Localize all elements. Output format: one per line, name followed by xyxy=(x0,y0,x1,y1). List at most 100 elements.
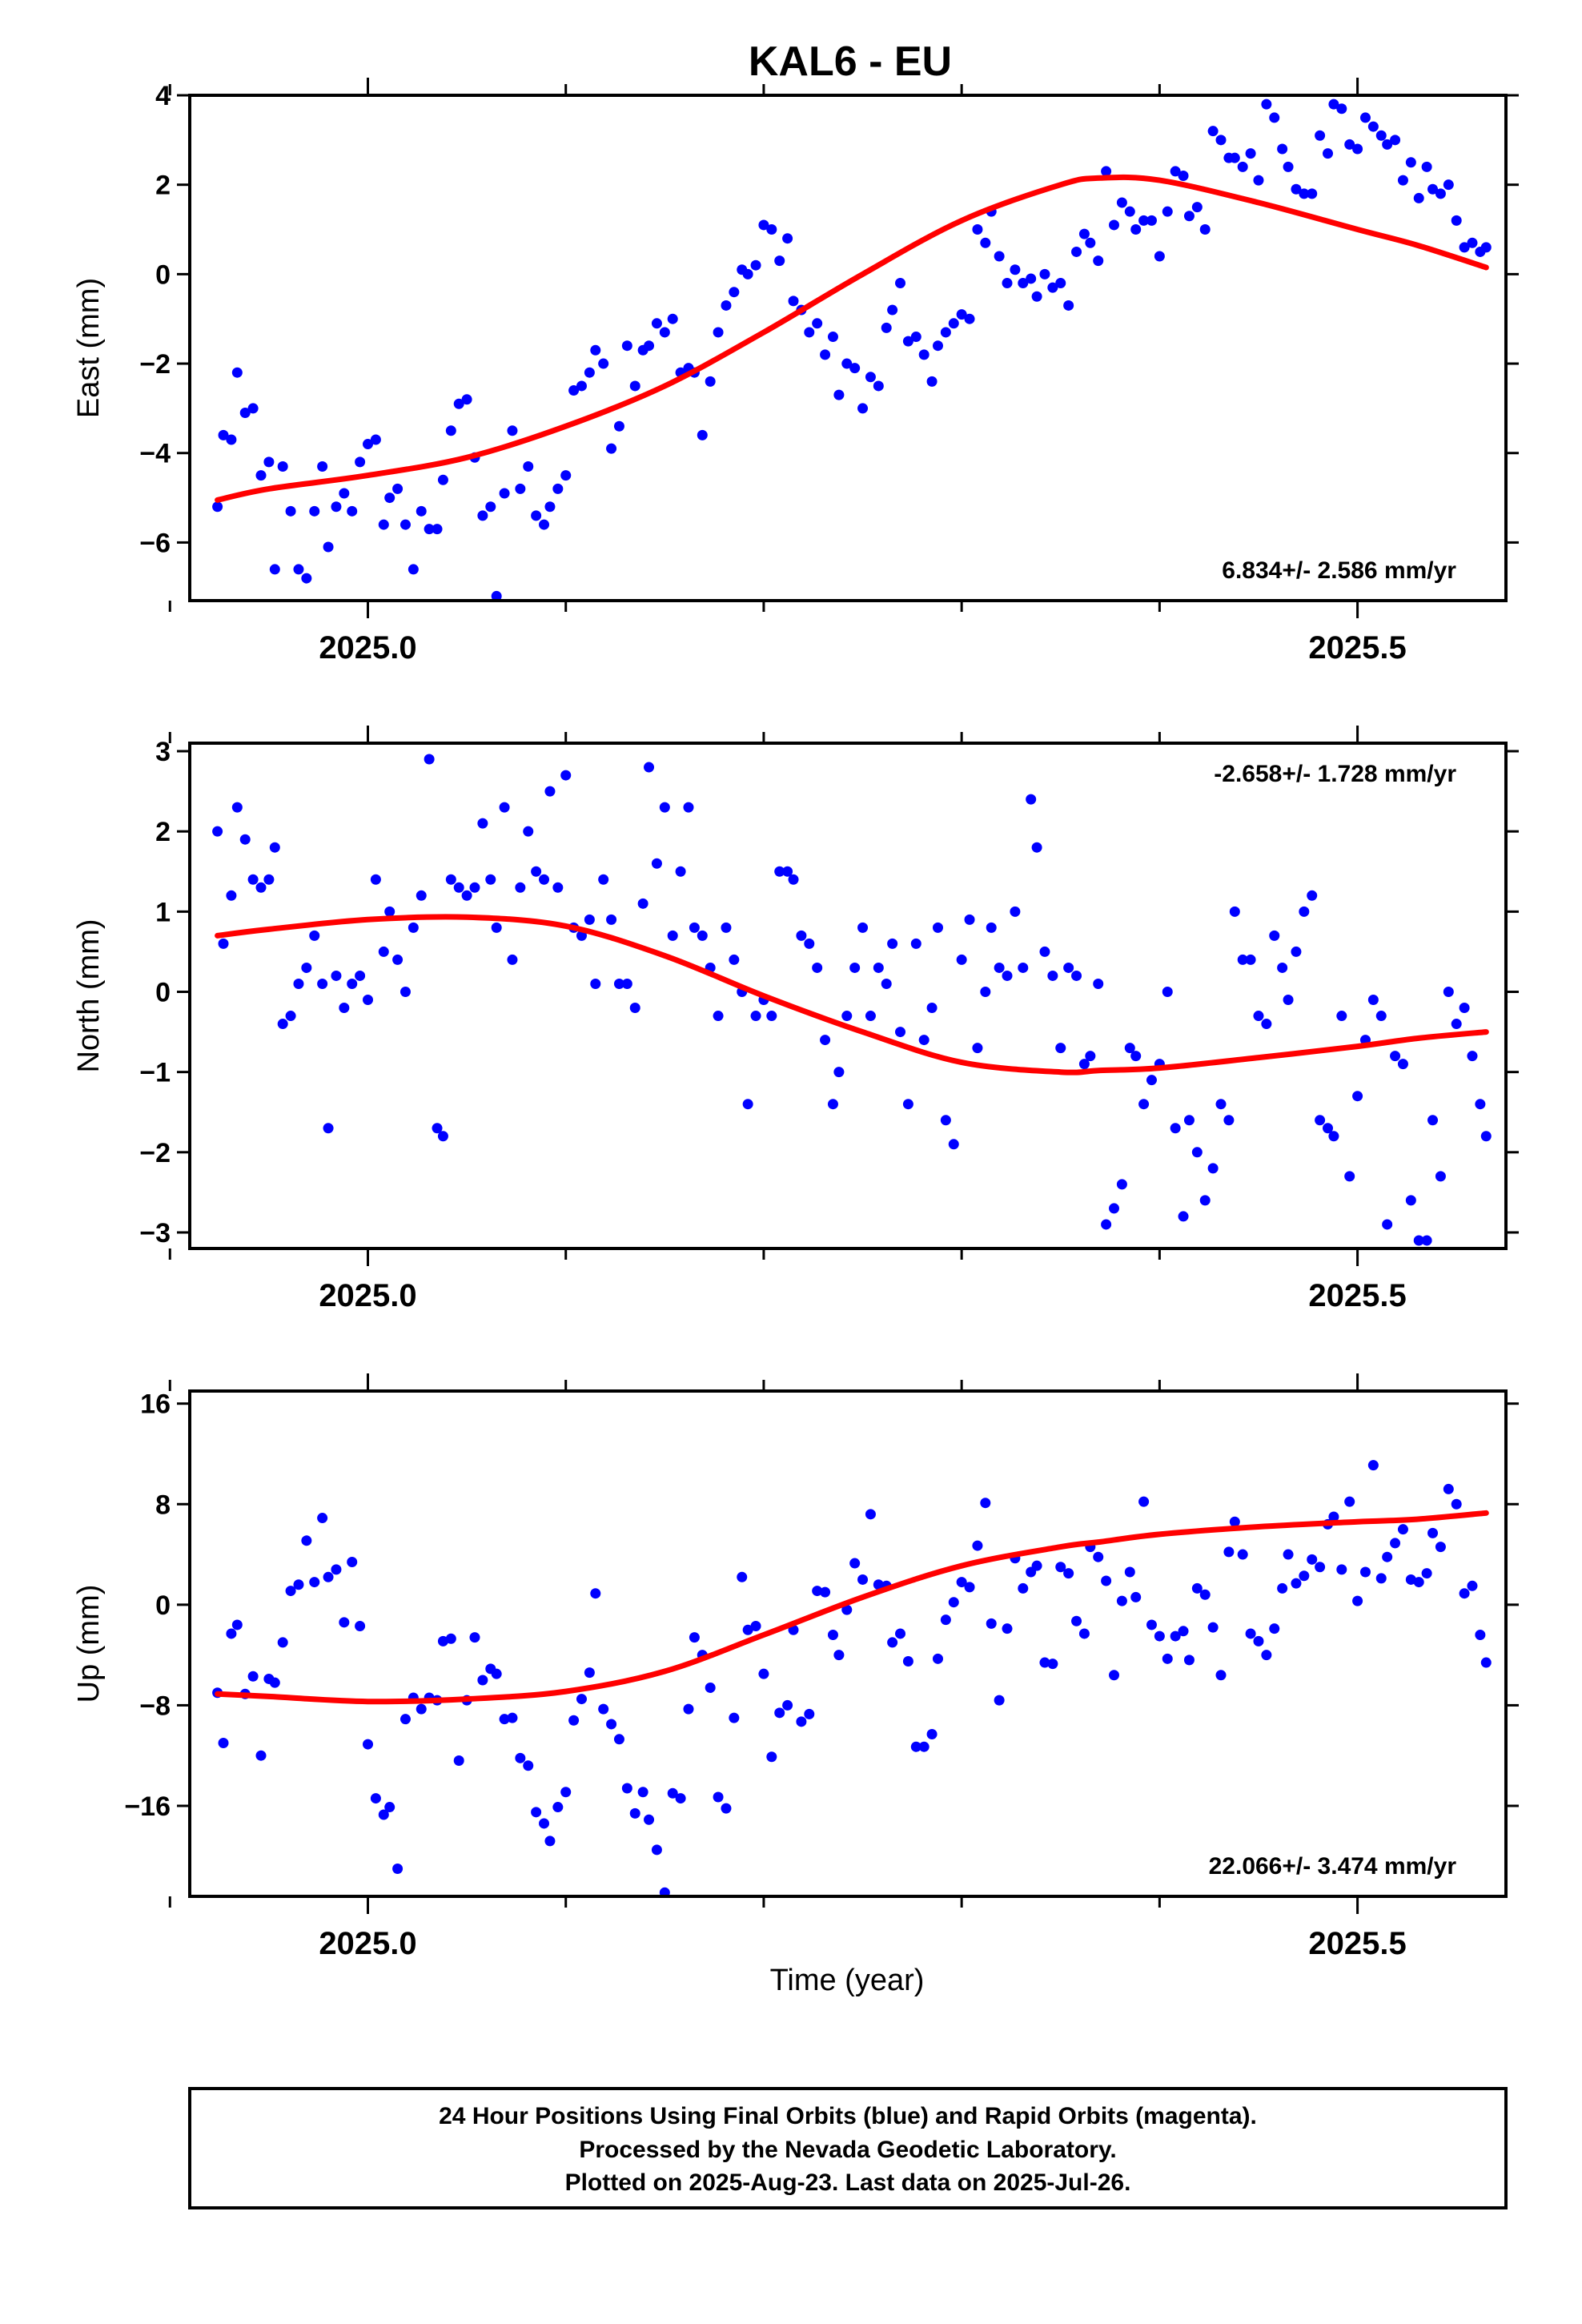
north-data-point xyxy=(1002,970,1013,981)
north-data-point xyxy=(1170,1123,1181,1134)
north-data-point xyxy=(667,930,678,941)
up-data-point xyxy=(1382,1551,1393,1562)
east-data-point xyxy=(1344,139,1355,150)
up-data-point xyxy=(1039,1657,1050,1668)
up-data-point xyxy=(1154,1630,1165,1642)
north-data-point xyxy=(269,842,280,853)
east-data-point xyxy=(833,389,845,400)
north-data-point xyxy=(1336,1011,1347,1022)
east-data-point xyxy=(940,327,951,338)
up-data-point xyxy=(347,1556,358,1567)
up-data-point xyxy=(1047,1659,1058,1670)
up-data-point xyxy=(370,1793,381,1804)
north-data-point xyxy=(873,962,884,973)
up-data-point xyxy=(378,1809,389,1820)
east-data-point xyxy=(705,376,716,387)
east-data-point xyxy=(1085,237,1096,248)
north-data-point xyxy=(902,1099,913,1110)
up-data-point xyxy=(531,1807,542,1818)
east-data-point xyxy=(507,425,518,436)
east-data-point xyxy=(651,318,662,329)
east-data-point xyxy=(1245,148,1256,159)
up-data-point xyxy=(1162,1653,1173,1664)
north-data-point xyxy=(1215,1099,1227,1110)
north-data-point xyxy=(1328,1131,1339,1142)
up-data-point xyxy=(1367,1460,1379,1471)
north-data-point xyxy=(849,962,861,973)
up-data-point xyxy=(285,1586,296,1597)
east-data-point xyxy=(849,363,861,374)
east-data-point xyxy=(400,519,411,530)
up-data-point xyxy=(590,1588,601,1599)
north-data-point xyxy=(683,802,694,813)
east-data-point xyxy=(598,358,609,369)
up-data-point xyxy=(544,1835,556,1847)
east-data-point xyxy=(226,434,237,445)
up-data-point xyxy=(742,1624,753,1635)
up-data-point xyxy=(1427,1527,1439,1538)
up-data-point xyxy=(1063,1568,1074,1579)
east-data-point xyxy=(485,501,496,513)
east-data-point xyxy=(1055,278,1066,289)
up-data-point xyxy=(1124,1566,1135,1578)
up-data-point xyxy=(895,1628,906,1639)
up-data-point xyxy=(1245,1628,1256,1639)
east-data-point xyxy=(584,367,595,378)
east-fit-line xyxy=(215,174,1489,503)
up-fit-line xyxy=(215,1510,1489,1705)
up-data-point xyxy=(1480,1657,1492,1668)
east-data-point xyxy=(1047,282,1058,293)
up-data-point xyxy=(659,1887,670,1896)
up-data-point xyxy=(1336,1564,1347,1575)
north-data-point xyxy=(331,970,342,981)
up-data-point xyxy=(317,1513,328,1524)
east-data-point xyxy=(1191,202,1203,213)
east-data-point xyxy=(729,287,740,298)
north-data-point xyxy=(1467,1051,1478,1062)
north-data-point xyxy=(347,978,358,989)
north-data-point xyxy=(1162,986,1173,997)
north-data-point xyxy=(881,978,892,989)
up-data-point xyxy=(713,1791,724,1803)
up-data-point xyxy=(1055,1562,1066,1573)
up-y-axis-label: Up (mm) xyxy=(72,1585,106,1703)
east-data-point xyxy=(1443,179,1454,191)
east-data-point xyxy=(758,219,769,231)
east-data-point xyxy=(1277,143,1288,155)
up-data-point xyxy=(1078,1628,1090,1639)
north-data-point xyxy=(1018,962,1029,973)
north-data-point xyxy=(1421,1235,1432,1246)
north-data-point xyxy=(485,874,496,885)
north-data-point xyxy=(424,754,435,765)
east-data-point xyxy=(1101,166,1112,177)
east-data-point xyxy=(782,233,793,244)
north-data-point xyxy=(1315,1115,1326,1126)
east-data-point xyxy=(552,483,564,494)
north-data-point xyxy=(362,995,373,1006)
up-data-point xyxy=(1291,1578,1302,1589)
east-data-point xyxy=(370,434,381,445)
up-data-point xyxy=(1359,1566,1371,1578)
north-data-point xyxy=(812,962,823,973)
up-data-point xyxy=(667,1787,678,1799)
up-data-point xyxy=(1435,1542,1446,1553)
north-data-point xyxy=(539,874,550,885)
east-data-point xyxy=(1328,99,1339,110)
east-ytick-label: −2 xyxy=(139,349,171,380)
up-data-point xyxy=(812,1586,823,1597)
north-data-point xyxy=(1039,946,1050,957)
up-data-point xyxy=(226,1628,237,1639)
east-data-point xyxy=(231,367,243,378)
north-data-point xyxy=(1459,1003,1470,1014)
up-data-point xyxy=(507,1712,518,1723)
north-data-point xyxy=(926,1003,938,1014)
up-data-point xyxy=(1253,1635,1264,1647)
east-data-point xyxy=(1307,188,1318,199)
up-data-point xyxy=(873,1579,884,1590)
up-data-point xyxy=(1328,1511,1339,1522)
east-data-point xyxy=(1261,99,1272,110)
east-data-point xyxy=(956,309,967,320)
east-data-point xyxy=(774,255,785,267)
up-data-point xyxy=(1375,1573,1387,1584)
north-data-point xyxy=(1183,1115,1195,1126)
